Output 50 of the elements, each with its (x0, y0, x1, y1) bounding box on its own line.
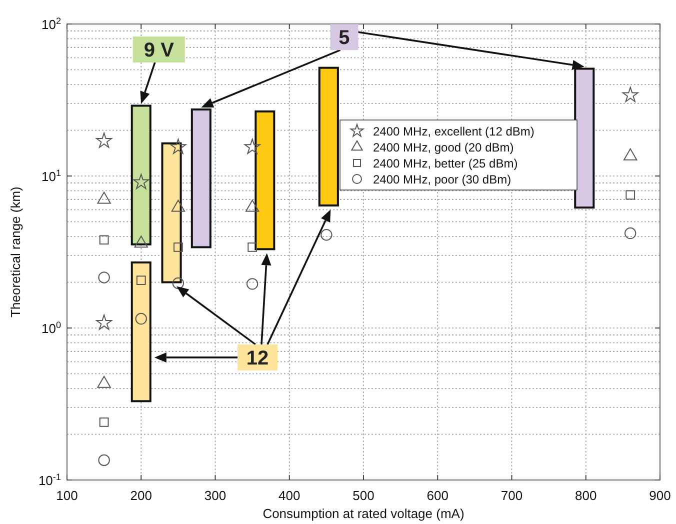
x-tick-label: 300 (204, 488, 226, 503)
point (174, 242, 183, 252)
x-tick-label: 600 (426, 488, 448, 503)
x-axis-title: Consumption at rated voltage (mA) (262, 506, 464, 521)
point (133, 174, 150, 190)
point (96, 314, 112, 330)
x-tick-label: 700 (500, 488, 523, 503)
x-tick-label: 200 (130, 488, 152, 503)
point (244, 138, 260, 154)
point (96, 132, 112, 148)
x-tick-label: 900 (649, 488, 671, 503)
point (245, 200, 260, 212)
point (320, 229, 332, 241)
x-tick-label: 500 (352, 488, 374, 503)
point (171, 200, 186, 212)
x-tick-label: 100 (56, 488, 78, 503)
legend-label: 2400 MHz, poor (30 dBm) (373, 172, 512, 186)
point (99, 418, 109, 427)
annotation: 12 (246, 347, 269, 370)
point (170, 138, 186, 154)
point (248, 242, 257, 252)
annotation: 5 (338, 27, 350, 50)
point (98, 272, 110, 284)
point (172, 277, 184, 290)
point (99, 235, 109, 245)
point (622, 86, 638, 102)
bar (254, 110, 276, 250)
point (246, 278, 258, 290)
y-tick-label: 10$^{-1}$ (38, 472, 61, 488)
point (134, 236, 148, 248)
y-tick-label: 10$^{0}$ (41, 320, 61, 336)
legend-label: 2400 MHz, excellent (12 dBm) (373, 124, 534, 138)
point (626, 190, 636, 200)
x-tick-label: 400 (278, 488, 300, 503)
y-tick-label: 10$^{2}$ (41, 16, 61, 32)
point (624, 227, 636, 240)
legend-label: 2400 MHz, better (25 dBm) (373, 156, 518, 170)
point (135, 312, 147, 325)
point (98, 454, 110, 466)
y-tick-label: 10$^{1}$ (41, 168, 61, 184)
y-axis-title: Theoretical range (km) (8, 186, 23, 318)
x-tick-label: 800 (575, 488, 597, 503)
bar (318, 66, 339, 206)
point (136, 276, 146, 285)
bar (130, 104, 152, 246)
point (97, 192, 111, 204)
legend-label: 2400 MHz, good (20 dBm) (373, 140, 514, 154)
bar (130, 261, 152, 402)
annotation: 9 V (144, 39, 175, 62)
point (623, 148, 638, 160)
